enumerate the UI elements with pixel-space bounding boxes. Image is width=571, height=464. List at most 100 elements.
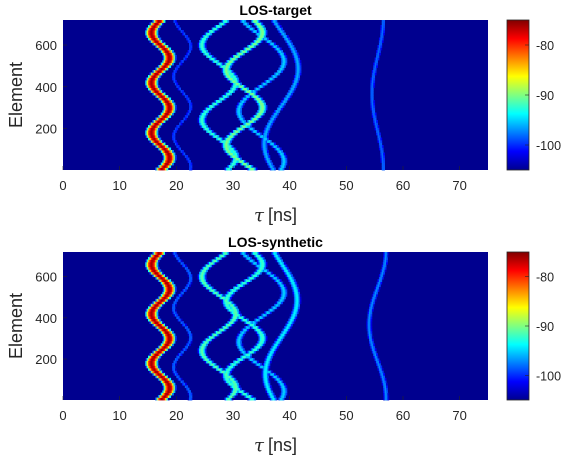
heatmap-cell <box>159 25 162 28</box>
heatmap-cell <box>149 37 152 41</box>
heatmap-cell <box>155 20 157 23</box>
heatmap-cell <box>156 95 159 98</box>
heatmap-cell <box>174 370 177 374</box>
heatmap-cell <box>276 70 279 73</box>
heatmap-cell <box>286 276 289 280</box>
heatmap-cell <box>163 372 166 376</box>
heatmap-cell <box>293 289 296 292</box>
heatmap-cell <box>234 392 237 396</box>
heatmap-cell <box>257 87 259 91</box>
heatmap-cell <box>231 57 234 61</box>
heatmap-cell <box>274 22 276 26</box>
heatmap-cell <box>200 350 203 354</box>
heatmap-cell <box>166 397 169 401</box>
heatmap-cell <box>213 27 215 31</box>
heatmap-cell <box>237 333 240 337</box>
heatmap-cell <box>262 130 265 133</box>
heatmap-cell <box>234 132 237 136</box>
heatmap-cell <box>150 365 153 369</box>
heatmap-cell <box>225 377 228 381</box>
heatmap-cell <box>197 45 200 48</box>
heatmap-cell <box>225 67 228 71</box>
heatmap-cell <box>281 67 283 71</box>
heatmap-cell <box>265 264 268 268</box>
heatmap-cell <box>157 274 160 278</box>
heatmap-cell <box>204 47 207 51</box>
heatmap-cell <box>169 162 172 166</box>
heatmap-cell <box>230 70 232 73</box>
heatmap-cell <box>225 147 228 151</box>
heatmap-cell <box>274 306 276 310</box>
heatmap-cell <box>244 281 247 285</box>
heatmap-cell <box>262 377 265 381</box>
heatmap-cell <box>186 35 189 38</box>
heatmap-cell <box>162 350 164 354</box>
heatmap-cell <box>252 20 255 23</box>
heatmap-cell <box>378 50 381 53</box>
heatmap-cell <box>262 367 265 371</box>
heatmap-cell <box>233 160 235 163</box>
heatmap-cell <box>268 358 271 361</box>
heatmap-cell <box>189 160 191 163</box>
heatmap-cell <box>204 348 207 352</box>
heatmap-cell <box>189 343 191 347</box>
heatmap-cell <box>250 259 252 263</box>
heatmap-cell <box>153 308 156 312</box>
heatmap-cell <box>228 321 231 324</box>
heatmap-cell <box>160 254 163 258</box>
heatmap-cell <box>231 365 234 369</box>
heatmap-cell <box>156 72 159 76</box>
heatmap-cell <box>262 37 265 41</box>
heatmap-cell <box>186 345 189 349</box>
heatmap-cell <box>166 95 169 98</box>
heatmap-cell <box>150 122 153 126</box>
heatmap-cell <box>180 318 183 322</box>
heatmap-cell <box>160 252 163 255</box>
heatmap-cell <box>145 313 147 317</box>
heatmap-cell <box>182 92 184 96</box>
heatmap-cell <box>152 127 155 131</box>
heatmap-cell <box>374 117 377 121</box>
heatmap-cell <box>264 142 266 146</box>
heatmap-cell <box>155 365 157 369</box>
heatmap-cell <box>155 397 157 401</box>
heatmap-cell <box>210 363 213 366</box>
heatmap-cell <box>386 256 388 260</box>
heatmap-cell <box>271 77 274 81</box>
heatmap-cell <box>165 117 167 121</box>
heatmap-cell <box>201 269 204 273</box>
heatmap-cell <box>155 353 157 356</box>
heatmap-cell <box>233 165 235 168</box>
heatmap-cell <box>153 264 156 268</box>
heatmap-cell <box>180 380 183 384</box>
heatmap-cell <box>159 321 162 324</box>
heatmap-cell <box>173 135 176 138</box>
heatmap-cell <box>172 112 174 116</box>
heatmap-cell <box>159 370 162 374</box>
heatmap-cell <box>231 55 234 58</box>
heatmap-cell <box>149 30 152 33</box>
heatmap-cell <box>242 358 245 361</box>
heatmap-cell <box>262 261 265 265</box>
heatmap-cell <box>166 105 169 108</box>
heatmap-cell <box>166 385 169 389</box>
heatmap-cell <box>264 157 266 161</box>
heatmap-cell <box>170 52 173 56</box>
heatmap-cell <box>146 130 149 133</box>
heatmap-cell <box>262 380 265 384</box>
heatmap-cell <box>169 382 172 386</box>
heatmap-cell <box>203 52 206 56</box>
heatmap-cell <box>225 150 228 153</box>
heatmap-cell <box>261 266 264 270</box>
heatmap-cell <box>261 27 264 31</box>
heatmap-cell <box>157 117 160 121</box>
heatmap-cell <box>240 127 242 131</box>
heatmap-cell <box>257 95 259 98</box>
heatmap-cell <box>211 60 214 63</box>
heatmap-cell <box>169 60 172 63</box>
heatmap-cell <box>288 45 291 48</box>
heatmap-cell <box>252 130 255 133</box>
heatmap-cell <box>292 55 295 58</box>
heatmap-cell <box>149 80 152 83</box>
heatmap-cell <box>149 311 152 315</box>
